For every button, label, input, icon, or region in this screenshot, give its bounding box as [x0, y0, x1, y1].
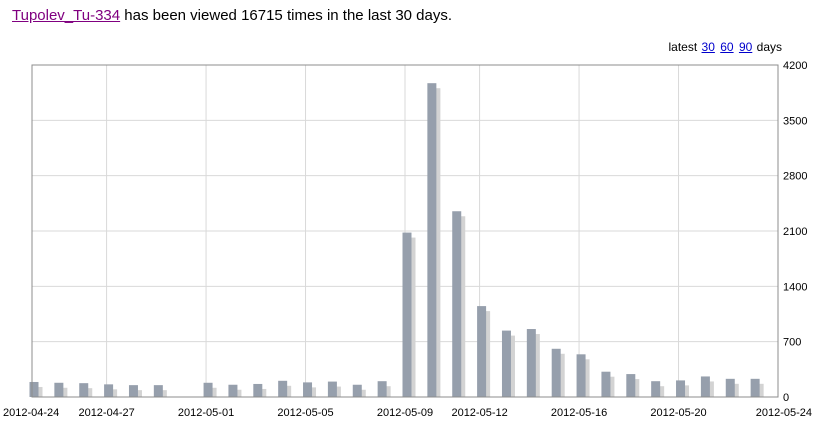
x-tick-label: 2012-05-09	[377, 407, 433, 419]
x-tick-label: 2012-05-05	[277, 407, 333, 419]
bar	[203, 382, 213, 397]
bar	[601, 371, 611, 397]
x-tick-label: 2012-05-16	[551, 407, 607, 419]
x-tick-label: 2012-05-24	[756, 407, 812, 419]
range-selector: latest 30 60 90 days	[669, 40, 783, 54]
range-suffix: days	[756, 40, 782, 54]
bar	[501, 330, 511, 397]
view-count: 16715	[241, 7, 283, 24]
bar	[725, 378, 735, 397]
bar	[303, 382, 313, 397]
bar	[153, 385, 163, 397]
range-90-link[interactable]: 90	[738, 40, 753, 54]
bar	[676, 380, 686, 397]
plot-frame	[31, 64, 779, 398]
bar	[79, 383, 89, 397]
range-60-link[interactable]: 60	[720, 40, 734, 54]
y-tick-label: 3500	[783, 115, 807, 127]
days-text: times in the last 30 days.	[286, 7, 453, 24]
bar	[278, 380, 288, 397]
x-tick-label: 2012-04-24	[3, 407, 59, 419]
bar	[452, 211, 462, 397]
x-tick-label: 2012-05-12	[451, 407, 507, 419]
bar	[327, 381, 337, 397]
bar	[477, 306, 487, 397]
bar	[228, 384, 238, 397]
bar	[402, 232, 412, 397]
headline: Tupolev_Tu-334 has been viewed 16715 tim…	[12, 7, 452, 24]
bar	[626, 374, 636, 397]
y-tick-label: 0	[783, 392, 789, 404]
viewed-text: has been viewed	[124, 7, 237, 24]
bar	[352, 384, 362, 397]
bar	[104, 384, 114, 397]
x-tick-label: 2012-04-27	[78, 407, 134, 419]
range-prefix: latest	[668, 40, 698, 54]
y-tick-label: 4200	[783, 60, 807, 72]
bar	[128, 385, 138, 397]
bar	[700, 376, 710, 397]
bar	[750, 378, 760, 397]
bar	[651, 381, 661, 397]
bar	[551, 348, 561, 397]
bar	[576, 354, 586, 397]
y-tick-label: 1400	[783, 281, 807, 293]
bar	[253, 383, 263, 397]
y-tick-label: 2100	[783, 226, 807, 238]
article-link[interactable]: Tupolev_Tu-334	[12, 7, 121, 24]
bar	[427, 83, 437, 397]
y-tick-label: 700	[783, 337, 801, 349]
x-tick-label: 2012-05-01	[178, 407, 234, 419]
bar	[29, 381, 39, 397]
bar	[54, 382, 64, 397]
x-tick-label: 2012-05-20	[650, 407, 706, 419]
range-30-link[interactable]: 30	[701, 40, 715, 54]
bar	[377, 381, 387, 397]
bar	[526, 329, 536, 397]
y-tick-label: 2800	[783, 171, 807, 183]
